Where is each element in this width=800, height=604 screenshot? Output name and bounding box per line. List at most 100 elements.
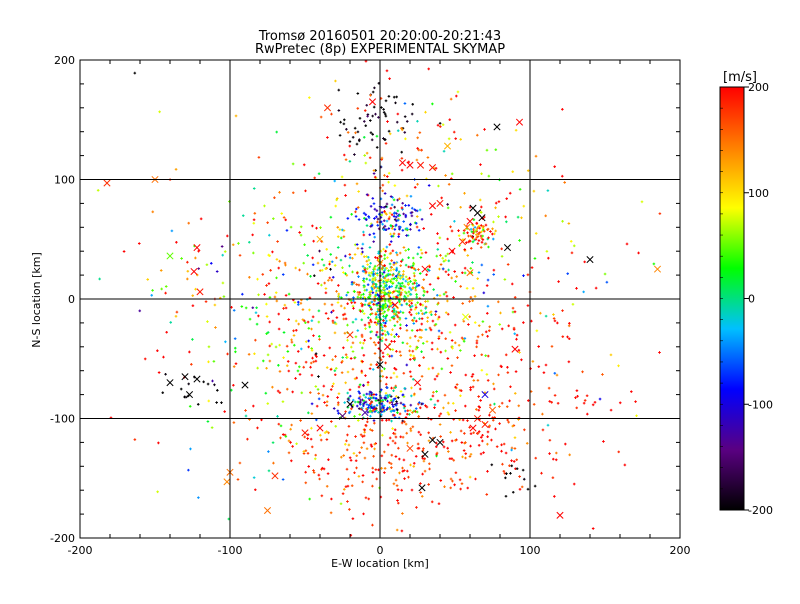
data-point — [352, 281, 356, 285]
data-point — [518, 188, 522, 191]
data-point — [429, 328, 433, 332]
data-point — [369, 289, 373, 293]
data-point — [420, 251, 424, 255]
colorbar-tick-label: 100 — [748, 187, 769, 200]
data-point — [455, 275, 458, 278]
data-point — [373, 410, 377, 413]
data-point — [334, 355, 337, 358]
data-point — [527, 399, 530, 402]
data-point — [572, 482, 576, 486]
data-point — [301, 308, 305, 311]
data-point — [361, 250, 364, 254]
data-point — [439, 412, 443, 416]
data-point — [413, 281, 416, 285]
data-point — [335, 316, 339, 319]
chart-title: Tromsø 20160501 20:20:00-20:21:43 — [258, 29, 501, 44]
data-point — [405, 227, 409, 230]
data-point — [247, 240, 251, 244]
data-point — [291, 390, 294, 394]
data-point — [197, 496, 200, 499]
data-point-cross — [241, 381, 249, 389]
data-point-cross — [193, 375, 201, 383]
data-point — [392, 95, 396, 99]
data-point — [210, 426, 214, 429]
data-point — [377, 411, 380, 414]
data-point — [407, 282, 410, 285]
data-point — [486, 470, 489, 473]
data-point — [433, 377, 437, 381]
data-point — [465, 241, 468, 244]
data-point — [399, 354, 403, 357]
data-point — [356, 291, 360, 294]
data-point — [506, 263, 510, 266]
data-point — [473, 230, 476, 234]
data-point — [465, 287, 469, 290]
data-point — [511, 306, 515, 310]
data-point — [464, 441, 467, 444]
data-point — [390, 453, 394, 457]
data-point — [485, 493, 489, 496]
data-point — [346, 323, 349, 327]
data-point — [381, 408, 384, 412]
data-point — [486, 435, 489, 438]
data-point — [389, 268, 393, 272]
data-point — [326, 136, 329, 139]
data-point — [226, 352, 229, 356]
data-point — [406, 469, 409, 473]
data-point — [411, 349, 415, 353]
data-point — [513, 332, 517, 336]
data-point — [405, 194, 409, 198]
data-point — [386, 304, 389, 308]
data-point — [391, 249, 395, 253]
data-point — [213, 383, 216, 387]
data-point — [330, 310, 333, 314]
data-point — [395, 95, 398, 99]
data-point — [374, 468, 378, 471]
data-point — [248, 276, 251, 279]
data-point — [351, 256, 354, 260]
data-point — [325, 404, 329, 407]
data-point — [544, 363, 548, 367]
data-point — [576, 394, 579, 398]
data-point — [367, 302, 371, 306]
data-point — [371, 133, 375, 136]
data-point — [405, 363, 409, 367]
data-point — [459, 205, 462, 209]
data-point — [364, 374, 367, 377]
data-point — [550, 400, 553, 404]
data-point — [411, 287, 415, 290]
data-point — [296, 300, 300, 304]
data-point — [398, 302, 402, 306]
data-point — [383, 329, 387, 333]
data-point-cross — [466, 217, 474, 225]
data-point — [381, 351, 385, 355]
data-point — [513, 436, 517, 439]
data-point — [335, 197, 339, 200]
data-point — [277, 422, 281, 426]
data-point — [395, 268, 398, 272]
data-point — [291, 445, 294, 448]
data-point — [484, 242, 488, 246]
data-point — [466, 254, 470, 257]
data-point — [342, 235, 346, 238]
data-point-cross — [653, 265, 662, 273]
data-point — [384, 361, 387, 365]
data-point — [398, 412, 402, 416]
data-point — [409, 288, 413, 292]
data-point-cross — [166, 379, 174, 387]
data-point — [386, 120, 389, 123]
data-point — [280, 212, 284, 215]
data-point — [206, 382, 210, 386]
data-point — [526, 304, 530, 307]
data-point — [391, 328, 394, 332]
data-point — [444, 254, 448, 258]
data-point — [252, 218, 256, 222]
data-point — [491, 237, 495, 241]
data-point — [371, 466, 375, 470]
data-point-cross — [586, 256, 594, 264]
data-point — [430, 313, 433, 317]
data-point — [275, 258, 279, 261]
data-point — [360, 335, 364, 338]
data-point — [553, 165, 556, 168]
data-point — [502, 470, 506, 473]
